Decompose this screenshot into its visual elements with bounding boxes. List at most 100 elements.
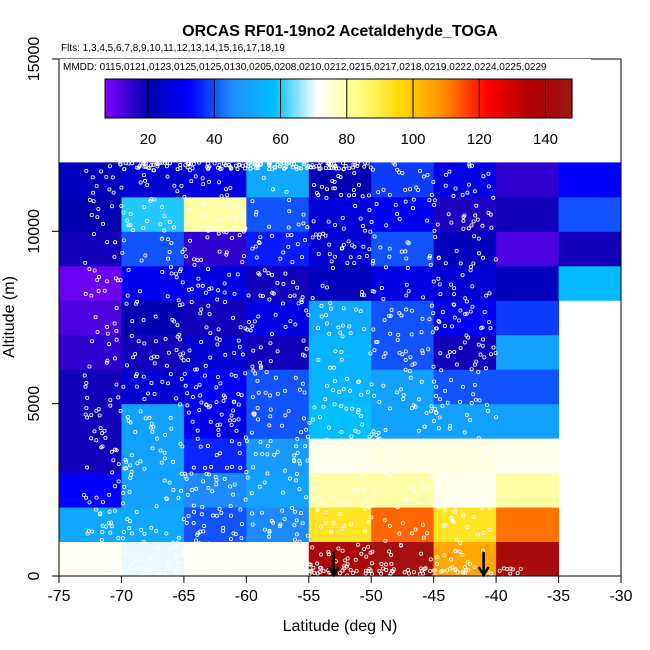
data-point (308, 164, 313, 169)
data-point (341, 306, 346, 311)
data-point (123, 550, 128, 555)
data-point (455, 444, 460, 449)
colorbar-segment (331, 79, 336, 118)
data-point (436, 276, 441, 281)
data-point (347, 445, 352, 450)
data-point (447, 169, 452, 174)
data-point (133, 557, 138, 562)
data-point (169, 240, 174, 245)
data-point (196, 283, 201, 288)
data-point (429, 409, 434, 414)
data-point (352, 171, 357, 176)
data-point (105, 553, 110, 558)
data-point (489, 571, 494, 576)
data-point (158, 448, 163, 453)
data-point (114, 305, 119, 310)
data-point (258, 293, 263, 298)
data-point (360, 223, 365, 228)
data-point (280, 490, 285, 495)
colorbar-segment (218, 79, 223, 118)
data-point (332, 179, 337, 184)
data-point (453, 568, 458, 573)
data-point (336, 325, 341, 330)
data-point (444, 172, 449, 177)
data-point (484, 402, 489, 407)
data-point (209, 567, 214, 572)
y-axis-label: Altitude (m) (1, 276, 18, 358)
colorbar-segment (558, 79, 563, 118)
data-point (254, 255, 259, 260)
data-point (469, 367, 474, 372)
data-point (403, 358, 408, 363)
data-point (197, 541, 202, 546)
data-point (168, 372, 173, 377)
data-point (116, 536, 121, 541)
data-point (262, 268, 267, 273)
data-point (323, 233, 328, 238)
data-point (376, 430, 381, 435)
data-point (473, 397, 478, 402)
data-point (352, 193, 357, 198)
data-point (362, 164, 367, 169)
colorbar-segment (371, 79, 376, 118)
data-point (141, 226, 146, 231)
data-point (309, 568, 314, 573)
data-point (463, 296, 468, 301)
data-point (416, 499, 421, 504)
data-point (318, 565, 323, 570)
data-point (134, 510, 139, 515)
heatmap-cell (371, 403, 435, 439)
data-point (149, 421, 154, 426)
data-point (222, 290, 227, 295)
colorbar-segment (475, 79, 480, 118)
data-point (365, 448, 370, 453)
data-point (339, 193, 344, 198)
data-point (353, 428, 358, 433)
data-point (245, 475, 250, 480)
data-point (113, 276, 118, 281)
colorbar-segment (205, 79, 210, 118)
colorbar-segment (468, 79, 473, 118)
data-point (233, 163, 238, 168)
data-point (145, 165, 150, 170)
data-point (515, 571, 520, 576)
data-point (300, 255, 305, 260)
data-point (319, 184, 324, 189)
data-point (178, 267, 183, 272)
data-point (131, 228, 136, 233)
colorbar-segment (431, 79, 436, 118)
data-point (250, 199, 255, 204)
data-point (306, 165, 311, 170)
heatmap-cell (246, 162, 310, 198)
data-point (333, 349, 338, 354)
data-point (218, 548, 223, 553)
data-point (266, 534, 271, 539)
data-point (191, 521, 196, 526)
data-point (239, 393, 244, 398)
data-point (306, 312, 311, 317)
data-point (166, 381, 171, 386)
data-point (356, 407, 361, 412)
data-point (203, 363, 208, 368)
data-point (267, 224, 272, 229)
data-point (356, 542, 361, 547)
data-point (353, 488, 358, 493)
colorbar-segment (391, 79, 396, 118)
data-point (219, 194, 224, 199)
data-point (166, 350, 171, 355)
data-point (146, 391, 151, 396)
data-point (419, 551, 424, 556)
data-point (278, 256, 283, 261)
heatmap-cell (59, 334, 122, 370)
y-tick-label: 0 (26, 571, 43, 580)
heatmap-cell (246, 300, 310, 336)
data-point (437, 397, 442, 402)
data-point (269, 272, 274, 277)
data-point (349, 434, 354, 439)
data-point (473, 213, 478, 218)
data-point (307, 420, 312, 425)
heatmap-cell (121, 369, 185, 405)
data-point (150, 446, 155, 451)
colorbar-segment (188, 79, 193, 118)
data-point (388, 313, 393, 318)
